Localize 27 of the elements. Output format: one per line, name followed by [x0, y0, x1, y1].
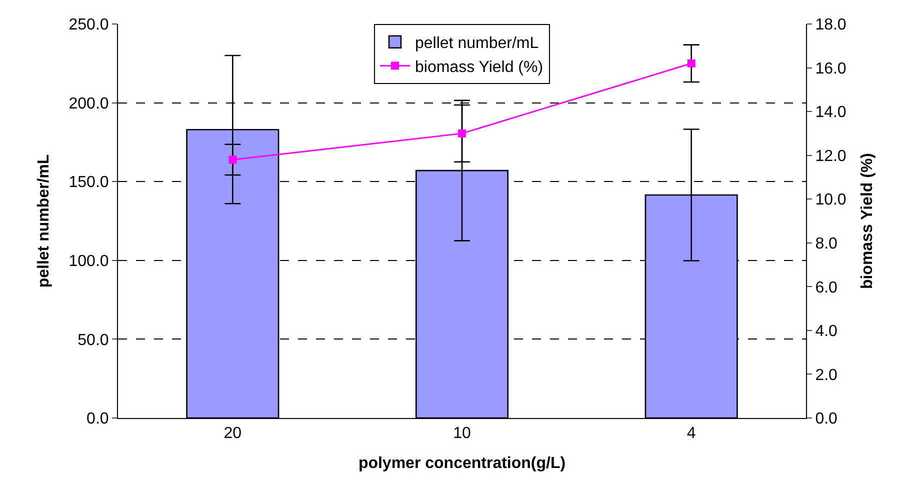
legend-label: pellet number/mL: [415, 35, 539, 52]
y-axis-title: pellet number/mL: [36, 154, 53, 288]
point: [228, 156, 237, 164]
y2-axis-title: biomass Yield (%): [859, 152, 876, 290]
y-tick-label: 100.0: [68, 253, 109, 270]
y2-tick-label: 14.0: [815, 104, 846, 122]
y2-tick-label: 12.0: [815, 148, 846, 165]
y2-tick-label: 2.0: [815, 366, 838, 384]
point: [458, 129, 466, 138]
y-tick-label: 150.0: [68, 174, 109, 192]
point: [687, 59, 696, 68]
y2-tick-label: 6.0: [815, 279, 838, 296]
y-tick-label: 250.0: [68, 16, 109, 34]
x-tick-label: 20: [224, 425, 242, 442]
y-tick-label: 50.0: [78, 332, 109, 349]
y2-tick-label: 16.0: [815, 60, 846, 78]
y2-tick-label: 18.0: [815, 16, 846, 34]
x-tick-label: 10: [453, 425, 471, 442]
y-tick-label: 200.0: [68, 95, 109, 112]
legend-label: biomass Yield (%): [415, 58, 544, 76]
y2-tick-label: 0.0: [815, 410, 838, 428]
y2-tick-label: 10.0: [815, 192, 846, 209]
x-tick-label: 4: [686, 425, 696, 442]
y-tick-label: 0.0: [86, 410, 109, 428]
y2-tick-label: 4.0: [815, 323, 838, 340]
x-axis-title: polymer concentration(g/L): [358, 454, 566, 472]
y2-tick-label: 8.0: [815, 235, 838, 252]
